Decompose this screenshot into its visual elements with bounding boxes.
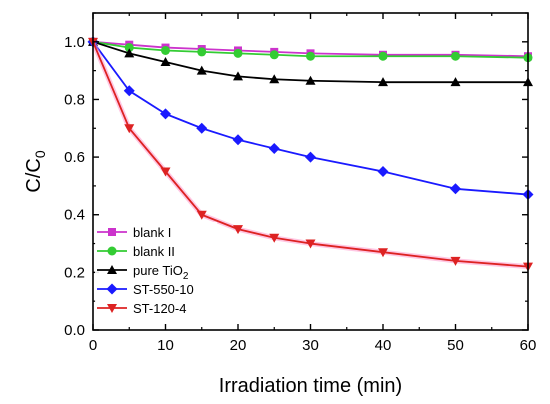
plot-layer [87, 36, 534, 272]
data-point-tio2 [196, 65, 207, 75]
data-point-blank2 [197, 47, 207, 57]
legend-item-tio2: pure TiO2 [97, 263, 189, 282]
data-point-blank2 [378, 51, 388, 61]
y-tick-label: 0.2 [64, 264, 85, 281]
data-point-st55010 [196, 122, 208, 134]
legend-label-sub: 2 [183, 271, 189, 282]
data-point-st1204 [233, 225, 243, 235]
y-tick-label: 1.0 [64, 34, 85, 51]
series-st55010 [87, 36, 534, 201]
legend-marker-blank1 [108, 228, 116, 236]
series-line-blank1 [92, 40, 529, 58]
legend-label-st55010: ST-550-10 [133, 282, 194, 297]
data-point-st1204 [450, 256, 461, 266]
data-point-tio2 [305, 75, 316, 85]
legend-marker-st1204 [107, 304, 117, 313]
data-point-blank2 [161, 45, 170, 55]
y-axis-label: C/C0 [23, 150, 48, 192]
x-tick-label: 20 [230, 337, 247, 354]
legend-marker-blank2 [107, 246, 117, 256]
data-point-st1204 [378, 248, 388, 258]
y-tick-label: 0.8 [64, 91, 85, 108]
data-point-st55010 [232, 134, 244, 146]
data-point-st1204 [124, 124, 135, 134]
x-tick-label: 60 [520, 337, 537, 354]
data-point-blank2 [269, 50, 279, 60]
x-tick-label: 10 [157, 337, 174, 354]
series-line-st55010 [92, 41, 529, 196]
series-line-blank2 [92, 40, 529, 59]
data-point-st1204 [305, 239, 316, 249]
data-point-st1204 [269, 233, 280, 243]
legend-label-text: ST-120-4 [133, 301, 186, 316]
legend-marker-st55010 [106, 283, 118, 295]
data-point-st55010 [377, 166, 389, 177]
data-point-tio2 [160, 56, 171, 66]
data-point-tio2 [233, 71, 243, 81]
legend-label-blank1: blank I [133, 225, 171, 240]
data-point-tio2 [378, 77, 388, 87]
data-point-st55010 [123, 85, 135, 97]
y-tick-label: 0.4 [64, 207, 85, 224]
legend-label-st1204: ST-120-4 [133, 301, 186, 316]
x-tick-label: 50 [447, 337, 464, 354]
legend-item-blank2: blank II [97, 244, 175, 259]
legend-item-st1204: ST-120-4 [97, 301, 186, 316]
legend-item-st55010: ST-550-10 [97, 282, 194, 297]
series-line-st1204 [92, 41, 529, 268]
y-tick-label: 0.6 [64, 149, 85, 166]
x-tick-label: 40 [375, 337, 392, 354]
y-axis-label-main: C/C [23, 158, 45, 192]
legend-label-text: pure TiO [133, 263, 183, 278]
y-axis-label-sub: 0 [32, 150, 48, 158]
data-point-blank2 [124, 43, 134, 53]
x-tick-label: 0 [89, 337, 97, 354]
legend-label-text: blank II [133, 244, 175, 259]
series-st1204 [88, 37, 533, 272]
series-tio2 [88, 36, 533, 87]
data-point-tio2 [269, 74, 280, 84]
x-tick-label: 30 [302, 337, 319, 354]
data-point-st1204 [196, 210, 207, 220]
data-point-st55010 [268, 142, 280, 154]
data-point-st55010 [160, 108, 171, 120]
legend-label-blank2: blank II [133, 244, 175, 259]
legend-marker-tio2 [107, 265, 117, 274]
series-blank2 [88, 37, 533, 63]
data-point-st55010 [305, 151, 316, 163]
data-point-blank2 [306, 51, 315, 61]
data-point-blank2 [451, 51, 460, 61]
legend-label-tio2: pure TiO2 [133, 263, 189, 282]
data-point-tio2 [124, 48, 135, 58]
axes-layer: 0 10 20 30 40 50 600.00.20.40.60.81.0Irradiati… [23, 12, 537, 397]
x-axis-label: Irradiation time (min) [219, 375, 402, 397]
series-line-tio2 [92, 40, 528, 84]
y-tick-label: 0.0 [64, 322, 85, 339]
data-point-blank2 [233, 48, 243, 58]
data-point-st55010 [450, 183, 461, 195]
data-point-tio2 [450, 77, 461, 87]
data-point-st1204 [160, 167, 171, 177]
legend-label-text: blank I [133, 225, 171, 240]
legend-label-text: ST-550-10 [133, 282, 194, 297]
legend-item-blank1: blank I [97, 225, 171, 240]
